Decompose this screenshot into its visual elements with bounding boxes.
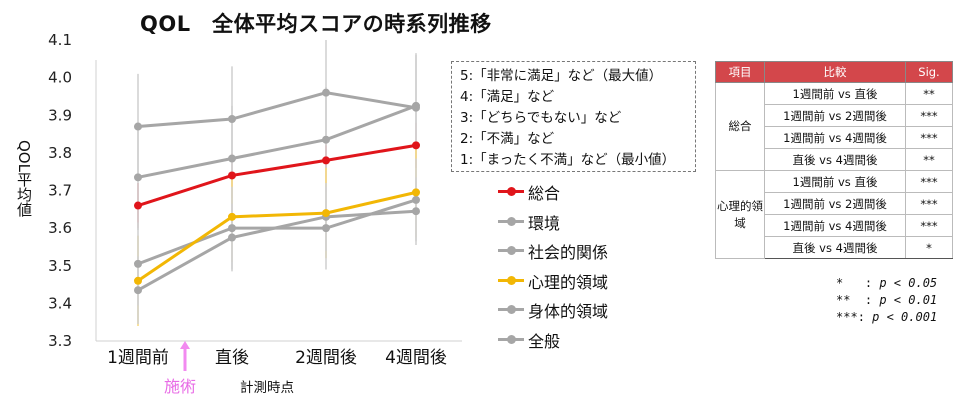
sig-cell: *** <box>905 170 953 193</box>
chart-title: QOL 全体平均スコアの時系列推移 <box>140 12 492 36</box>
scale-label: 2:「不満」など <box>460 131 555 147</box>
sig-note-mark: *** <box>836 310 858 324</box>
data-point <box>228 233 236 242</box>
legend-label: 心理的領域 <box>528 272 609 292</box>
comparison-cell: 1週間前 vs 2週間後 <box>764 192 906 215</box>
series-line-総合 <box>137 143 417 207</box>
x-category-label: 1週間前 <box>107 348 169 368</box>
data-point <box>412 207 420 216</box>
y-tick-label: 3.6 <box>48 219 72 237</box>
sig-note-text: p < 0.01 <box>879 293 938 307</box>
sig-note: * : p < 0.05 <box>836 276 938 290</box>
sig-note-mark: ** <box>836 293 865 307</box>
y-tick-label: 3.3 <box>48 332 72 350</box>
scale-label: 5:「非常に満足」など（最大値） <box>460 68 663 84</box>
series-line-環境 <box>137 91 417 129</box>
header-sig: Sig. <box>905 61 953 83</box>
sig-cell: *** <box>905 104 953 127</box>
legend-swatch-marker <box>507 305 516 314</box>
series-line-心理的領域 <box>137 190 417 283</box>
scale-label: 3:「どちらでもない」など <box>460 110 622 126</box>
data-point <box>412 141 420 150</box>
comparison-cell: 1週間前 vs 4週間後 <box>764 126 906 149</box>
header-comparison: 比較 <box>764 61 906 83</box>
legend-label: 社会的関係 <box>528 243 609 262</box>
sig-cell: *** <box>905 214 953 237</box>
data-point <box>322 224 330 233</box>
sig-cell: *** <box>905 192 953 215</box>
data-point <box>134 259 142 268</box>
legend-swatch-marker <box>507 275 516 285</box>
data-point <box>412 101 420 110</box>
comparison-cell: 1週間前 vs 2週間後 <box>764 104 906 127</box>
significance-notes: * : p < 0.05 ** : p < 0.01 ***: p < 0.001 <box>836 275 937 326</box>
data-point <box>228 212 236 221</box>
data-point <box>228 171 236 180</box>
data-point <box>322 135 330 144</box>
sig-cell: * <box>905 236 953 259</box>
sig-note-text: p < 0.001 <box>872 310 938 324</box>
data-point <box>134 173 142 182</box>
sig-cell: ** <box>905 82 953 105</box>
data-point <box>412 188 420 197</box>
data-point <box>134 286 142 295</box>
y-tick-label: 3.9 <box>48 106 72 124</box>
data-point <box>412 195 420 204</box>
legend-label: 環境 <box>528 213 561 233</box>
data-point <box>228 154 236 163</box>
scale-legend-box: 5:「非常に満足」など（最大値） 4:「満足」など 3:「どちらでもない」など … <box>451 61 696 172</box>
y-tick-label: 3.5 <box>48 257 72 275</box>
series-line-身体的領域 <box>137 198 417 266</box>
legend-label: 全般 <box>528 331 561 351</box>
intervention-label: 施術 <box>164 377 197 396</box>
comparison-cell: 直後 vs 4週間後 <box>764 236 906 259</box>
data-point <box>322 209 330 218</box>
comparison-cell: 直後 vs 4週間後 <box>764 148 906 171</box>
sig-cell: ** <box>905 148 953 171</box>
sig-cell: *** <box>905 126 953 149</box>
legend-label: 総合 <box>528 184 561 203</box>
comparison-cell: 1週間前 vs 直後 <box>764 82 906 105</box>
scale-label: 4:「満足」など <box>460 89 555 105</box>
sig-note: ***: p < 0.001 <box>836 310 938 324</box>
legend-swatch-marker <box>507 187 516 196</box>
series-line-全般 <box>137 209 417 292</box>
legend-swatch-marker <box>507 216 516 226</box>
y-tick-label: 3.7 <box>48 182 72 200</box>
comparison-cell: 1週間前 vs 4週間後 <box>764 214 906 237</box>
y-tick-label: 4.0 <box>48 69 72 87</box>
legend-swatch-marker <box>507 246 516 255</box>
legend-swatch-marker <box>507 334 516 344</box>
group-item-label: 心理的領域 <box>715 170 765 259</box>
data-point <box>322 156 330 165</box>
data-point <box>134 276 142 285</box>
y-tick-label: 3.4 <box>48 294 72 312</box>
data-point <box>228 115 236 124</box>
data-point <box>134 201 142 210</box>
legend-label: 身体的領域 <box>528 302 609 321</box>
x-axis-title: 計測時点 <box>240 380 294 396</box>
intervention-arrow-icon <box>180 341 190 371</box>
data-point <box>228 224 236 233</box>
sig-note: ** : p < 0.01 <box>836 293 938 307</box>
header-item: 項目 <box>715 61 765 83</box>
sig-note-mark: * <box>836 276 865 290</box>
scale-label: 1:「まったく不満」など（最小値） <box>460 152 676 168</box>
y-tick-label: 4.1 <box>48 31 72 49</box>
x-category-label: 2週間後 <box>295 348 357 368</box>
y-tick-label: 3.8 <box>48 144 72 162</box>
significance-table: 項目 比較 Sig. 総合 1週間前 vs 直後 ** 1週間前 vs 2週間後… <box>715 61 953 259</box>
sig-note-text: p < 0.05 <box>879 276 938 290</box>
y-axis-title: QOL平均値 <box>15 140 33 217</box>
x-category-label: 4週間後 <box>385 348 447 368</box>
data-point <box>134 122 142 131</box>
comparison-cell: 1週間前 vs 直後 <box>764 170 906 193</box>
group-item-label: 総合 <box>715 82 765 171</box>
series-line-社会的関係 <box>137 104 417 179</box>
x-category-label: 直後 <box>215 348 249 368</box>
data-point <box>322 88 330 97</box>
